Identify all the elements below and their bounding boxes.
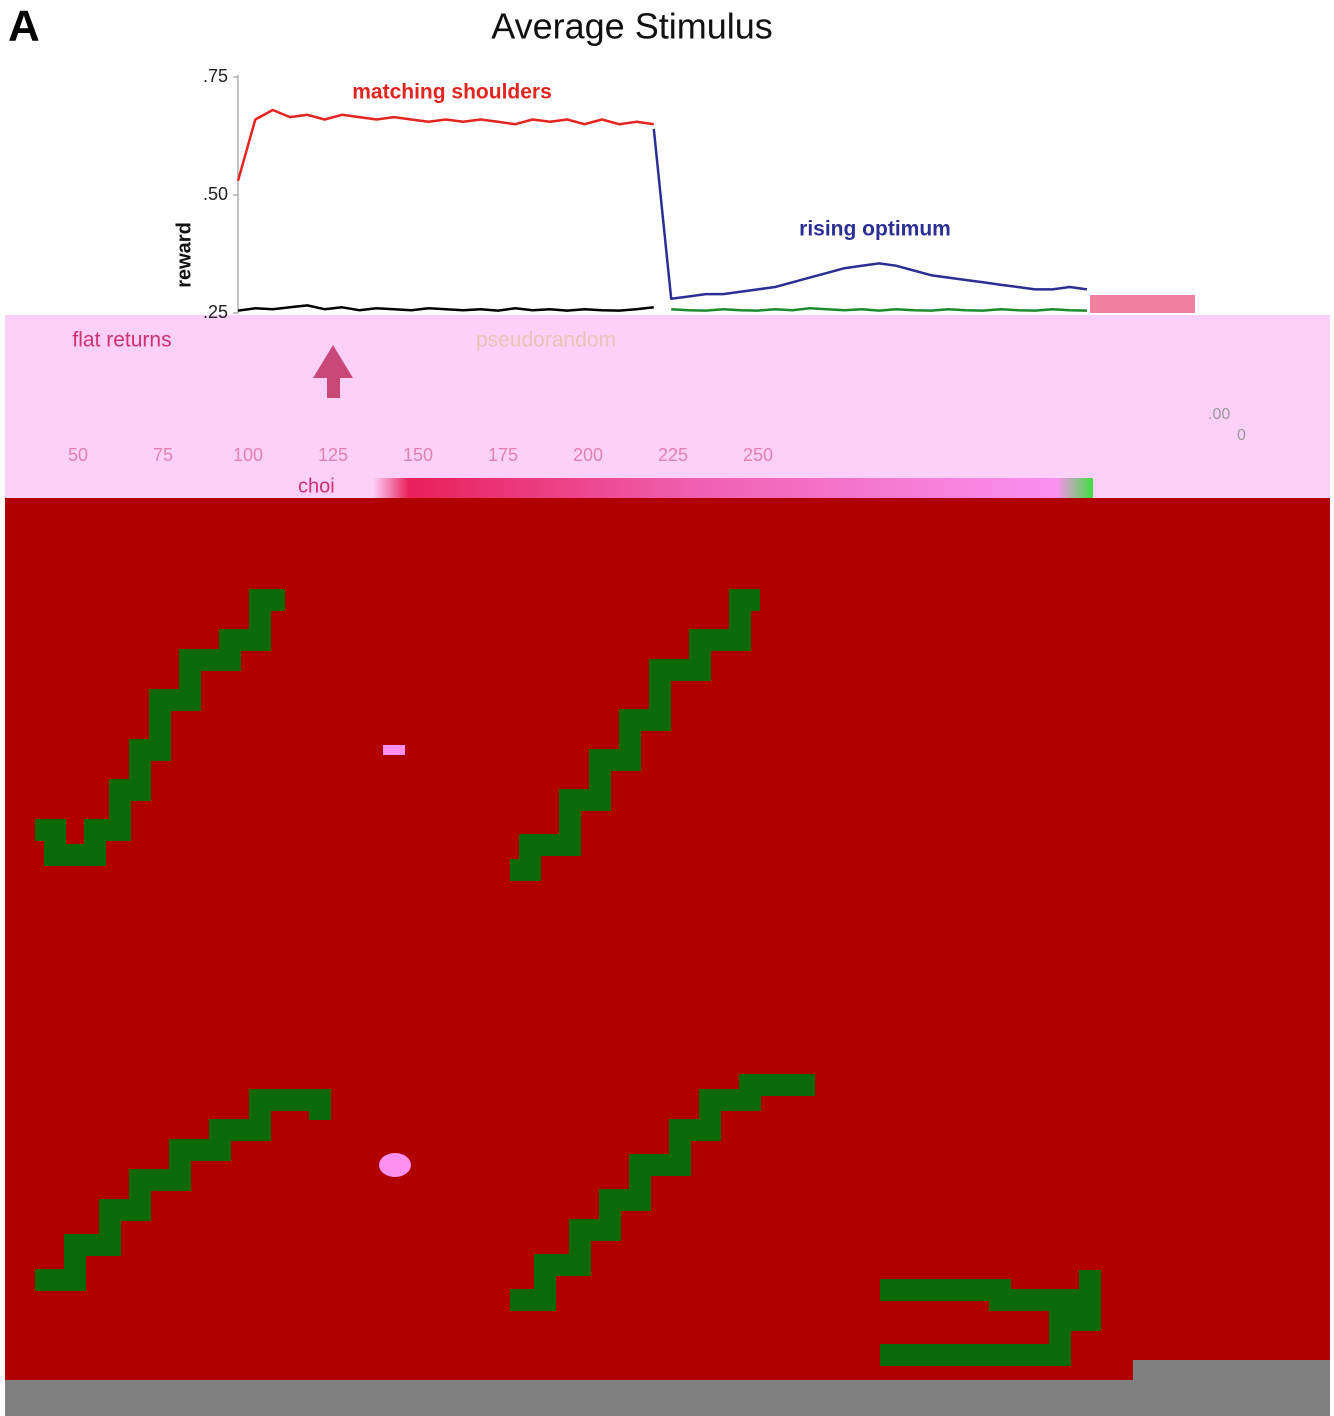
x-tick-label: 50 bbox=[68, 445, 88, 465]
page: {"chart_data": { "type": "line", "panel_… bbox=[0, 0, 1334, 1416]
x-tick-label: 225 bbox=[658, 445, 688, 465]
chart: A Average Stimulus reward choi .00 0 .25… bbox=[0, 0, 1334, 1416]
y-tick-label: .25 bbox=[203, 302, 228, 322]
series-label: pseudorandom bbox=[476, 329, 616, 352]
series-label: rising optimum bbox=[799, 218, 951, 241]
glitch-field bbox=[5, 498, 1330, 1380]
x-tick-label: 250 bbox=[743, 445, 773, 465]
y-tick-label: .75 bbox=[203, 66, 228, 86]
y-tick-label: .50 bbox=[203, 184, 228, 204]
glitch-block bbox=[1090, 295, 1195, 313]
x-tick-label: 175 bbox=[488, 445, 518, 465]
annotation: 0 bbox=[1237, 427, 1246, 444]
series-label: flat returns bbox=[72, 329, 171, 352]
x-tick-label: 200 bbox=[573, 445, 603, 465]
y-axis-label: reward bbox=[173, 222, 195, 288]
glitch-block bbox=[1133, 1360, 1330, 1380]
glitch-spot bbox=[379, 1153, 411, 1177]
x-tick-label: 75 bbox=[153, 445, 173, 465]
x-tick-label: 150 bbox=[403, 445, 433, 465]
glitch-strip bbox=[373, 478, 1093, 498]
annotation: choi bbox=[298, 475, 335, 497]
panel-label: A bbox=[8, 2, 40, 51]
annotation: .00 bbox=[1208, 406, 1230, 423]
glitch-spot bbox=[383, 745, 405, 755]
series-label: matching shoulders bbox=[352, 81, 552, 104]
glitch-footer bbox=[5, 1380, 1330, 1416]
x-tick-label: 100 bbox=[233, 445, 263, 465]
chart-title: Average Stimulus bbox=[491, 6, 772, 47]
x-tick-label: 125 bbox=[318, 445, 348, 465]
